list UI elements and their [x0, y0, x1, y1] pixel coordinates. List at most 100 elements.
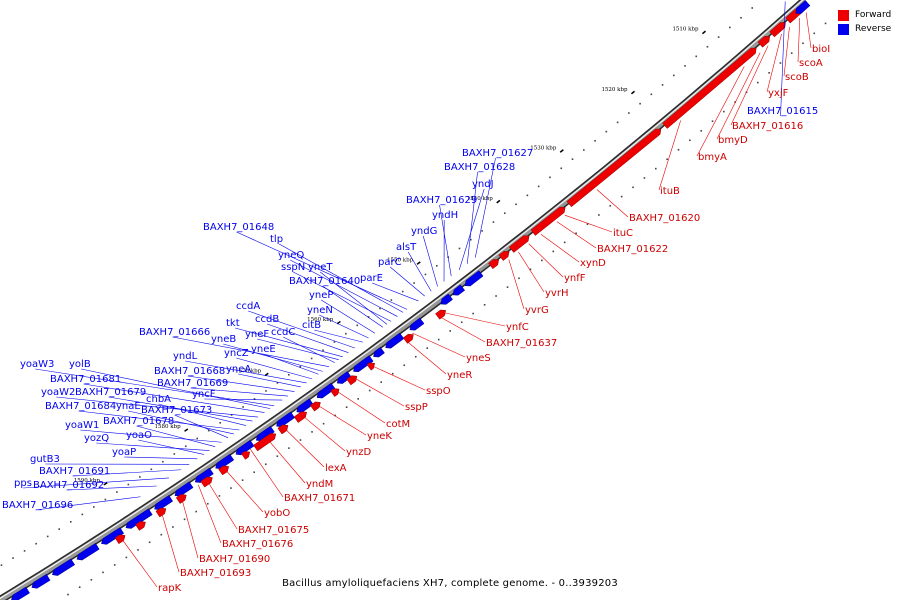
- scale-dot: [23, 550, 26, 552]
- legend-reverse-label: Reverse: [855, 24, 892, 34]
- legend-forward: Forward: [838, 8, 891, 22]
- reverse-leader-line: [35, 496, 141, 511]
- scale-dot: [723, 110, 725, 113]
- forward-leader-line: [596, 189, 629, 218]
- scale-dot: [661, 84, 664, 86]
- chromosome-backbone: [0, 0, 808, 600]
- scale-dot: [495, 295, 497, 297]
- reverse-gene-label: yndG: [411, 226, 437, 237]
- reverse-gene-arrow: [353, 355, 374, 373]
- forward-leader-line: [805, 12, 812, 49]
- scale-dot: [503, 212, 506, 215]
- forward-gene-label: scoB: [785, 72, 809, 83]
- reverse-gene-label: parC: [378, 257, 402, 268]
- reverse-gene-label: yoaW2: [41, 387, 75, 398]
- reverse-leader-line: [81, 368, 271, 409]
- scale-dot: [356, 324, 359, 327]
- scale-dot: [345, 406, 348, 408]
- scale-dot: [515, 203, 517, 206]
- scale-dot: [689, 139, 691, 142]
- reverse-leader-line: [293, 271, 392, 322]
- reverse-leader-line: [283, 336, 335, 363]
- forward-leader-line: [528, 243, 564, 278]
- scale-dot: [779, 62, 782, 64]
- scale-dot: [563, 241, 566, 244]
- reverse-leader-line: [136, 425, 216, 447]
- scale-dot: [46, 535, 49, 538]
- forward-gene-arrow: [135, 521, 146, 531]
- scale-dot: [529, 268, 532, 271]
- reverse-gene-label: yneE: [251, 344, 276, 355]
- scale-dot: [711, 120, 714, 123]
- forward-leader-line: [369, 364, 426, 391]
- reverse-gene-label: yneF: [245, 329, 269, 340]
- forward-gene-label: rapK: [158, 583, 182, 594]
- tick-label: 1510 kbp: [672, 27, 699, 33]
- forward-gene-arrow: [498, 251, 510, 261]
- tick-label: 1560 kbp: [307, 317, 334, 323]
- scale-dot: [345, 332, 347, 335]
- scale-dot: [470, 238, 472, 241]
- reverse-leader-line: [236, 357, 313, 380]
- tick-mark: [264, 372, 269, 377]
- reverse-gene-label: pps: [14, 478, 32, 489]
- forward-gene-label: yneR: [447, 370, 472, 381]
- reverse-gene-label: BAXH7_01629: [406, 195, 477, 206]
- forward-gene-label: ituB: [660, 186, 680, 197]
- tick-label: 1570 kbp: [235, 369, 262, 375]
- reverse-gene-label: BAXH7_01627: [462, 148, 533, 159]
- scale-dot: [628, 112, 630, 114]
- legend-forward-label: Forward: [855, 10, 892, 20]
- reverse-gene-arrow: [11, 586, 30, 600]
- tick-mark: [416, 261, 421, 265]
- scale-dot: [643, 177, 646, 179]
- scale-dot: [0, 564, 3, 567]
- forward-gene-label: ituC: [613, 228, 633, 239]
- scale-dot: [424, 273, 427, 276]
- scale-dot: [537, 185, 540, 188]
- reverse-gene-label: BAXH7_01692: [33, 480, 104, 491]
- scale-dot: [616, 121, 619, 124]
- scale-dot: [367, 316, 370, 318]
- scale-dot: [183, 518, 186, 521]
- scale-dot: [160, 533, 163, 536]
- reverse-leader-line: [235, 327, 343, 358]
- scale-dot: [706, 45, 709, 48]
- reverse-leader-line: [83, 383, 265, 413]
- reverse-gene-label: yndL: [173, 351, 198, 362]
- tick-label: 1540 kbp: [467, 196, 494, 202]
- scale-dot: [639, 102, 641, 105]
- scale-dot: [148, 541, 151, 544]
- reverse-leader-line: [204, 398, 283, 401]
- reverse-gene-arrow: [440, 293, 453, 305]
- reverse-leader-line: [174, 414, 229, 439]
- reverse-leader-line: [56, 396, 259, 418]
- forward-leader-line: [180, 496, 199, 559]
- reverse-gene-label: yoaO: [126, 430, 152, 441]
- scale-dot: [413, 282, 415, 284]
- reverse-gene-label: BAXH7_01628: [444, 162, 515, 173]
- reverse-gene-arrow: [125, 508, 153, 529]
- scale-dot: [790, 52, 793, 54]
- forward-gene-label: BAXH7_01620: [629, 213, 700, 224]
- reverse-gene-label: yneQ: [278, 250, 304, 261]
- forward-gene-label: BAXH7_01676: [222, 539, 293, 550]
- forward-gene-label: bioI: [812, 44, 830, 55]
- forward-gene-arrow: [530, 206, 566, 236]
- scale-dot: [401, 290, 404, 293]
- forward-leader-line: [206, 479, 238, 530]
- reverse-gene-label: BAXH7_01696: [2, 500, 73, 511]
- reverse-swatch: [838, 23, 849, 35]
- forward-gene-arrow: [253, 433, 277, 452]
- tick-mark: [103, 482, 108, 486]
- scale-dot: [253, 398, 256, 400]
- scale-dot: [230, 414, 233, 416]
- reverse-gene-arrow: [101, 527, 125, 545]
- scale-dot: [824, 22, 827, 25]
- scale-dot: [390, 299, 393, 301]
- reverse-gene-arrow: [373, 346, 385, 358]
- reverse-gene-label: yoaW1: [65, 420, 99, 431]
- scale-dot: [700, 129, 702, 132]
- forward-gene-label: scoA: [799, 58, 823, 69]
- scale-dot: [666, 158, 668, 161]
